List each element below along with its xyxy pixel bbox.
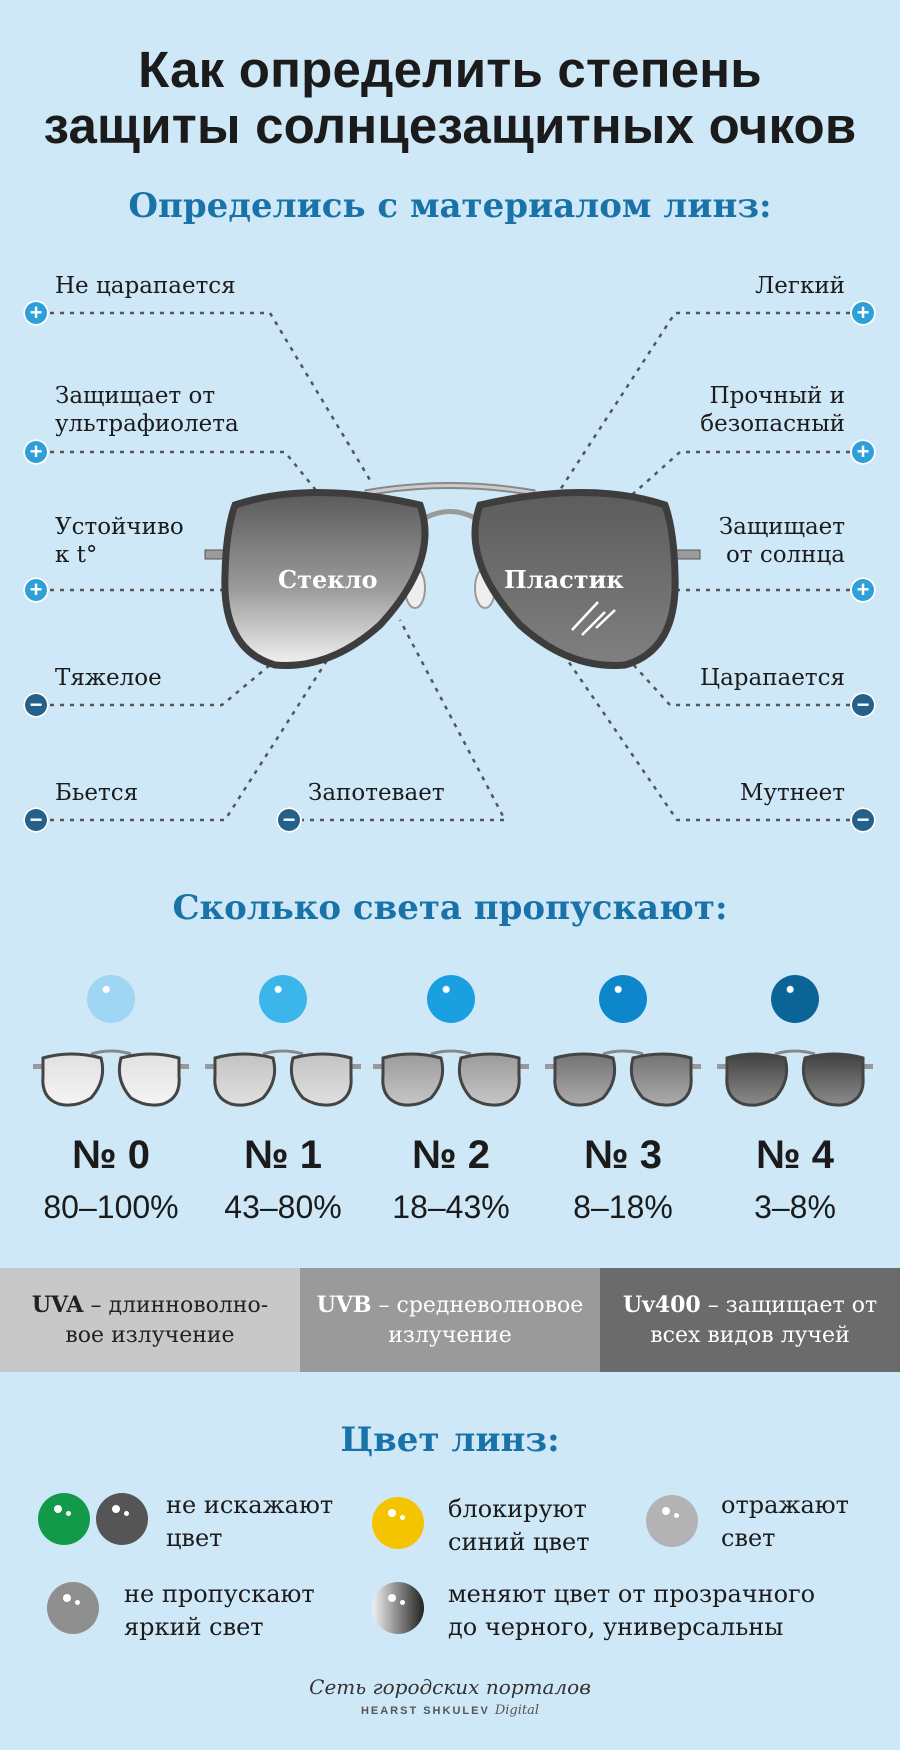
plastic-lens-label: Пластик (504, 565, 624, 594)
color-item-3: отражают свет (721, 1489, 849, 1555)
color-item-1-line2: цвет (166, 1524, 223, 1552)
tint-category-label: № 3 (584, 1133, 662, 1177)
section-heading-material: Определись с материалом линз: (128, 186, 772, 226)
tint-transmission-range: 8–18% (573, 1189, 673, 1225)
tint-transmission-range: 80–100% (43, 1189, 179, 1225)
plus-icon: + (23, 577, 49, 603)
footer-network: Сеть городских порталов (309, 1675, 591, 1699)
color-item-5-line2: до черного, универсальны (448, 1613, 784, 1641)
plus-icon: + (850, 300, 876, 326)
tint-glasses-4 (717, 1049, 873, 1107)
tint-dot-3 (599, 975, 647, 1023)
tint-glasses-3 (545, 1049, 701, 1107)
feature-scratches: Царапается (700, 665, 845, 691)
plus-icon: + (23, 439, 49, 465)
footer-brand: HEARST SHKULEV Digital (0, 1703, 900, 1718)
uva-box: UVA – длинноволно-вое излучение (0, 1268, 300, 1372)
section-heading-color: Цвет линз: (340, 1420, 560, 1460)
color-item-2: блокируют синий цвет (448, 1493, 589, 1559)
color-item-4: не пропускают яркий свет (124, 1578, 315, 1644)
feature-temp-resistant: Устойчиво к t° (55, 514, 184, 568)
plus-icon: + (23, 300, 49, 326)
color-item-3-line2: свет (721, 1524, 776, 1552)
page-title: Как определить степень защиты солнцезащи… (0, 42, 900, 154)
uvb-desc-2: излучение (388, 1322, 512, 1348)
minus-icon: − (23, 807, 49, 833)
feature-fogs: Запотевает (308, 780, 445, 806)
minus-icon: − (850, 807, 876, 833)
glass-lens-label: Стекло (278, 565, 378, 594)
color-item-2-line2: синий цвет (448, 1528, 590, 1556)
uv400-name: Uv400 (622, 1291, 701, 1318)
color-item-5-line1: меняют цвет от прозрачного (448, 1580, 816, 1608)
tint-category-label: № 4 (756, 1133, 834, 1177)
color-item-5: меняют цвет от прозрачного до черного, у… (448, 1578, 815, 1644)
feature-no-scratch: Не царапается (55, 273, 236, 299)
plastic-lens (471, 489, 679, 669)
uv400-desc-2: всех видов лучей (650, 1322, 850, 1348)
uva-desc-2: вое излучение (65, 1322, 235, 1348)
feature-breaks: Бьется (55, 780, 139, 806)
tint-dot-4 (771, 975, 819, 1023)
uvb-box: UVB – средневолновое излучение (300, 1268, 600, 1372)
polarized-lens-dot (47, 1582, 99, 1634)
tint-glasses-2 (373, 1049, 529, 1107)
photochromic-lens-dot (372, 1582, 424, 1634)
tint-dot-1 (259, 975, 307, 1023)
feature-durable-safe: Прочный и безопасный (700, 383, 845, 437)
color-item-3-line1: отражают (721, 1491, 849, 1519)
uvb-name: UVB (316, 1291, 372, 1318)
tint-glasses-1 (205, 1049, 361, 1107)
title-line-2: защиты солнцезащитных очков (43, 97, 857, 154)
scratch-marks (571, 601, 616, 636)
footer-brand-digital: Digital (494, 1703, 540, 1718)
uv400-box: Uv400 – защищает от всех видов лучей (600, 1268, 900, 1372)
tint-glasses-0 (33, 1049, 189, 1107)
color-item-4-line2: яркий свет (124, 1613, 264, 1641)
uva-desc: – длинноволно- (83, 1292, 269, 1318)
color-item-4-line1: не пропускают (124, 1580, 315, 1608)
tint-category-label: № 1 (244, 1133, 322, 1177)
color-item-2-line1: блокируют (448, 1495, 587, 1523)
tint-category-label: № 0 (72, 1133, 150, 1177)
tint-category-label: № 2 (412, 1133, 490, 1177)
plus-icon: + (850, 439, 876, 465)
yellow-lens-dot (372, 1497, 424, 1549)
feature-uv-protect: Защищает от ультрафиолета (55, 383, 239, 437)
glass-lens (221, 489, 429, 669)
minus-icon: − (23, 692, 49, 718)
mirror-lens-dot (646, 1495, 698, 1547)
section-heading-light: Сколько света пропускают: (172, 888, 728, 928)
tint-transmission-range: 43–80% (224, 1189, 342, 1225)
feature-clouds: Мутнеет (739, 780, 845, 806)
feature-sun-protect: Защищает от солнца (718, 514, 845, 568)
title-line-1: Как определить степень (138, 41, 762, 98)
color-item-1: не искажают цвет (166, 1489, 333, 1555)
gray-lens-dot (96, 1493, 148, 1545)
minus-icon: − (276, 807, 302, 833)
footer-brand-name: HEARST SHKULEV (360, 1705, 490, 1717)
uv400-desc: – защищает от (700, 1292, 878, 1318)
green-lens-dot (38, 1493, 90, 1545)
tint-transmission-range: 3–8% (754, 1189, 836, 1225)
uvb-desc: – средневолновое (371, 1292, 584, 1318)
feature-heavy: Тяжелое (55, 665, 162, 691)
color-item-1-line1: не искажают (166, 1491, 334, 1519)
minus-icon: − (850, 692, 876, 718)
uva-name: UVA (31, 1291, 84, 1318)
tint-dot-0 (87, 975, 135, 1023)
tint-dot-2 (427, 975, 475, 1023)
plus-icon: + (850, 577, 876, 603)
material-diagram (50, 311, 850, 822)
tint-transmission-range: 18–43% (392, 1189, 510, 1225)
feature-light: Легкий (755, 273, 845, 299)
